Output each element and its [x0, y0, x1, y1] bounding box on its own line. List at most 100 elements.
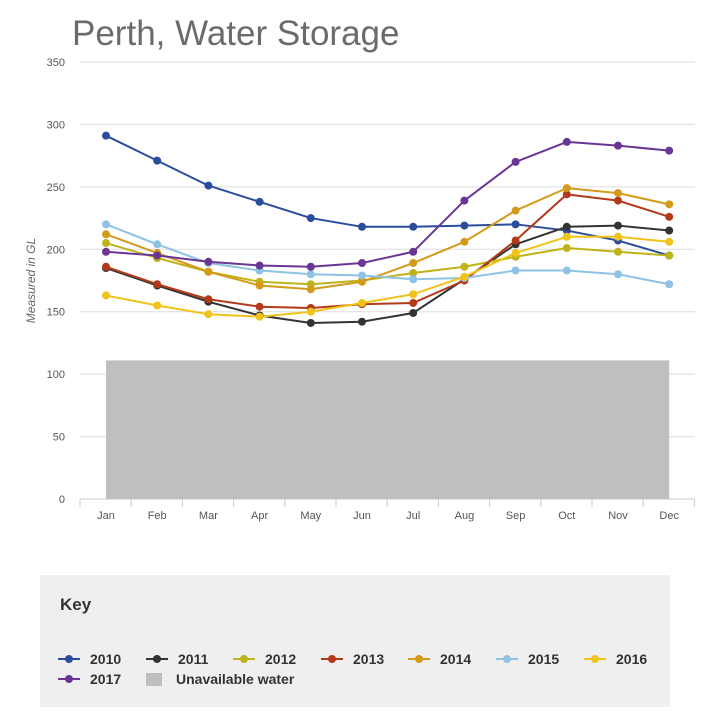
legend-item-unavailable-water[interactable]: Unavailable water: [142, 669, 294, 689]
legend-box-icon: [146, 672, 162, 686]
legend-item-2011[interactable]: 2011: [146, 649, 208, 669]
data-point: [409, 247, 418, 256]
series-2013: [102, 190, 674, 312]
x-tick-label: May: [300, 510, 321, 522]
data-point: [614, 270, 622, 279]
x-tick-label: Apr: [251, 510, 268, 522]
y-tick-label: 300: [47, 119, 65, 131]
data-point: [460, 262, 469, 271]
data-point: [409, 269, 418, 278]
data-point: [358, 277, 366, 286]
legend-marker-icon: [321, 652, 343, 666]
series-line-2017: [105, 140, 670, 268]
data-point: [562, 137, 571, 146]
data-point: [409, 259, 418, 268]
data-point: [409, 290, 418, 299]
y-tick-label: 200: [47, 244, 65, 256]
legend-item-2015[interactable]: 2015: [496, 649, 559, 669]
unavailable-water-area: [106, 360, 670, 499]
series-line-2014: [105, 187, 670, 291]
data-point: [153, 301, 162, 310]
legend-marker-icon: [233, 652, 255, 666]
series-2010: [102, 131, 674, 260]
data-point: [153, 156, 162, 165]
x-tick-label: Jun: [353, 510, 371, 522]
data-point: [204, 257, 213, 266]
x-tick-label: Dec: [659, 510, 679, 522]
series-lines: [102, 131, 674, 327]
legend-label: 2015: [528, 651, 560, 667]
data-point: [204, 267, 213, 276]
data-point: [409, 275, 418, 284]
data-point: [358, 271, 366, 280]
data-point: [511, 220, 520, 229]
data-point: [153, 251, 162, 260]
data-point: [665, 212, 674, 221]
data-point: [562, 244, 571, 253]
series-line-2010: [105, 134, 670, 257]
legend-marker-icon: [408, 652, 430, 666]
data-point: [562, 222, 571, 231]
legend-marker-icon: [58, 652, 80, 666]
data-point: [409, 298, 418, 307]
legend-label: Unavailable water: [176, 671, 295, 687]
data-point: [460, 196, 469, 205]
data-point: [614, 232, 622, 241]
data-point: [153, 280, 162, 289]
data-point: [614, 196, 622, 205]
legend-item-2010[interactable]: 2010: [58, 649, 121, 669]
data-point: [511, 249, 520, 258]
data-point: [204, 310, 213, 319]
y-tick-label: 50: [53, 432, 65, 444]
legend-item-2012[interactable]: 2012: [233, 649, 296, 669]
data-point: [204, 295, 213, 304]
series-line-2011: [105, 224, 670, 324]
axes: 0 50 100 150 200 250 300 350 Jan Feb Mar Apr May Jun J…: [24, 57, 695, 522]
x-tick-label: Nov: [608, 510, 628, 522]
legend-panel: Key 2010 2011 2012 2013 2014 2015 2016 2017 Unav…: [40, 575, 670, 707]
data-point: [102, 291, 110, 300]
line-chart: 0 50 100 150 200 250 300 350 Jan Feb Mar Apr May Jun J…: [24, 57, 695, 522]
y-tick-label: 350: [47, 57, 65, 69]
legend-item-2017[interactable]: 2017: [58, 669, 121, 689]
data-point: [255, 197, 264, 206]
legend-label: 2012: [265, 651, 297, 667]
data-point: [614, 189, 622, 198]
data-point: [102, 230, 110, 239]
data-point: [153, 240, 162, 249]
y-tick-label: 150: [47, 307, 65, 319]
data-point: [102, 262, 110, 271]
series-line-2016: [105, 235, 670, 318]
data-point: [614, 221, 622, 230]
data-point: [255, 312, 264, 321]
data-point: [204, 181, 213, 190]
legend-label: 2016: [616, 651, 648, 667]
data-point: [511, 206, 520, 215]
data-point: [306, 214, 315, 223]
legend-item-2016[interactable]: 2016: [584, 649, 647, 669]
x-tick-label: Mar: [199, 510, 218, 522]
series-2016: [102, 232, 674, 321]
legend-label: 2010: [90, 651, 122, 667]
data-point: [358, 222, 366, 231]
data-point: [306, 318, 315, 327]
legend-item-2013[interactable]: 2013: [321, 649, 384, 669]
data-point: [306, 285, 315, 294]
data-point: [255, 281, 264, 290]
y-tick-label: 250: [47, 182, 65, 194]
legend-marker-icon: [584, 652, 606, 666]
legend-label: 2017: [90, 671, 122, 687]
data-point: [665, 200, 674, 209]
unavailable-water-rect: [106, 360, 670, 499]
data-point: [358, 259, 366, 268]
chart-title: Perth, Water Storage: [72, 14, 400, 53]
data-point: [614, 141, 622, 150]
data-point: [614, 247, 622, 256]
legend-marker-icon: [496, 652, 518, 666]
data-point: [665, 251, 674, 260]
data-point: [358, 298, 366, 307]
data-point: [665, 146, 674, 155]
data-point: [665, 280, 674, 289]
data-point: [255, 261, 264, 270]
legend-item-2014[interactable]: 2014: [408, 649, 471, 669]
